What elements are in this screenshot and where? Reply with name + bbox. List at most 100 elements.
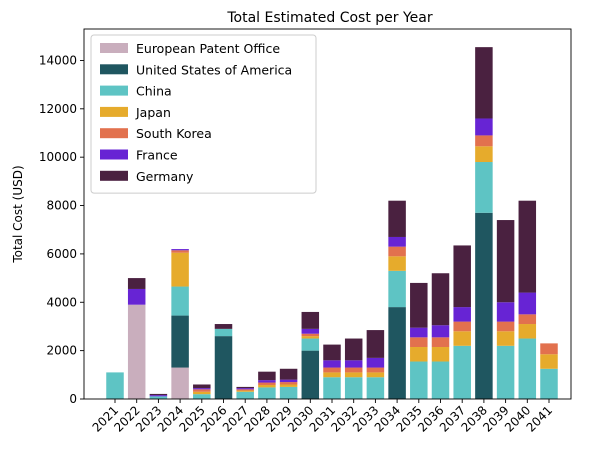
bar-2033-series-3 bbox=[366, 372, 385, 378]
bar-2032-series-3 bbox=[344, 372, 363, 378]
bar-2029-series-3 bbox=[279, 384, 298, 387]
bar-2026-series-1 bbox=[214, 336, 233, 399]
legend-swatch bbox=[100, 106, 128, 117]
legend-label: European Patent Office bbox=[136, 41, 280, 56]
y-tick-label: 2000 bbox=[46, 344, 77, 358]
bar-2025-series-5 bbox=[193, 388, 211, 390]
bar-2033-series-2 bbox=[366, 377, 385, 399]
bar-2023-series-5 bbox=[149, 395, 168, 397]
bar-2024-series-3 bbox=[171, 252, 189, 287]
bar-2037-series-6 bbox=[453, 245, 471, 308]
bar-2031-series-5 bbox=[323, 360, 341, 368]
bar-2040-series-4 bbox=[518, 314, 537, 325]
bar-2024-series-1 bbox=[171, 315, 189, 368]
bar-2025-series-4 bbox=[193, 389, 211, 392]
bar-2034-series-3 bbox=[388, 256, 406, 271]
bar-2024-series-0 bbox=[171, 367, 189, 399]
bar-2028-series-3 bbox=[258, 384, 276, 388]
bar-2027-series-5 bbox=[236, 388, 254, 390]
bar-2035-series-3 bbox=[410, 347, 428, 362]
bar-2035-series-4 bbox=[410, 337, 428, 347]
legend-swatch bbox=[100, 64, 128, 75]
bar-2027-series-6 bbox=[236, 386, 254, 389]
bar-2038-series-1 bbox=[475, 212, 493, 399]
bar-2027-series-2 bbox=[236, 391, 254, 399]
bar-2036-series-5 bbox=[431, 325, 450, 338]
bar-2025-series-6 bbox=[193, 384, 211, 389]
bar-2028-series-4 bbox=[258, 382, 276, 385]
bar-2027-series-3 bbox=[236, 390, 254, 392]
bar-2030-series-3 bbox=[301, 336, 320, 339]
bar-2026-series-2 bbox=[214, 328, 233, 337]
bar-2021-series-2 bbox=[106, 372, 124, 399]
bar-2029-series-6 bbox=[279, 368, 298, 380]
bar-2032-series-6 bbox=[344, 338, 363, 361]
bar-2024-series-5 bbox=[171, 249, 189, 251]
bar-2028-series-2 bbox=[258, 387, 276, 399]
bar-2034-series-4 bbox=[388, 246, 406, 257]
bar-2041-series-3 bbox=[540, 354, 558, 369]
legend-label: Japan bbox=[135, 105, 171, 120]
bar-2034-series-2 bbox=[388, 270, 406, 308]
bar-2041-series-2 bbox=[540, 368, 558, 399]
y-tick-label: 8000 bbox=[46, 199, 77, 213]
bar-2032-series-5 bbox=[344, 360, 363, 368]
bar-2035-series-2 bbox=[410, 361, 428, 399]
bar-2038-series-4 bbox=[475, 135, 493, 147]
bar-2039-series-5 bbox=[496, 302, 515, 322]
bar-2025-series-3 bbox=[193, 391, 211, 395]
bar-2039-series-3 bbox=[496, 331, 515, 346]
y-tick-label: 14000 bbox=[39, 53, 77, 67]
legend-label: Germany bbox=[136, 169, 194, 184]
legend-swatch bbox=[100, 85, 128, 96]
bar-2038-series-6 bbox=[475, 47, 493, 119]
bar-2033-series-4 bbox=[366, 367, 385, 373]
bar-2041-series-4 bbox=[540, 343, 558, 355]
bar-2024-series-4 bbox=[171, 250, 189, 253]
bar-2034-series-1 bbox=[388, 307, 406, 399]
legend-swatch bbox=[100, 170, 128, 181]
bar-2040-series-2 bbox=[518, 338, 537, 399]
y-axis: 0 2000 4000 6000 8000 10000 12000 14000 bbox=[39, 53, 84, 406]
bar-2026-series-6 bbox=[214, 324, 233, 329]
bar-2022-series-0 bbox=[127, 304, 146, 399]
bar-2040-series-3 bbox=[518, 324, 537, 339]
legend-box bbox=[90, 34, 317, 194]
x-tick-label: 2041 bbox=[524, 403, 555, 434]
legend-label: South Korea bbox=[136, 126, 212, 141]
bar-2023-series-6 bbox=[149, 393, 168, 396]
bar-2039-series-4 bbox=[496, 321, 515, 332]
bar-2035-series-5 bbox=[410, 327, 428, 338]
legend-swatch bbox=[100, 43, 128, 53]
bar-2030-series-1 bbox=[301, 350, 320, 399]
chart-title: Total Estimated Cost per Year bbox=[226, 10, 432, 26]
legend-swatch bbox=[100, 149, 128, 160]
bar-2033-series-6 bbox=[366, 330, 385, 358]
bar-2029-series-5 bbox=[279, 379, 298, 383]
bar-2036-series-2 bbox=[431, 361, 450, 399]
bar-2038-series-5 bbox=[475, 118, 493, 136]
y-tick-label: 4000 bbox=[46, 295, 77, 309]
bar-2030-series-6 bbox=[301, 311, 320, 329]
y-axis-label: Total Cost (USD) bbox=[11, 165, 25, 263]
bar-2038-series-2 bbox=[475, 162, 493, 213]
legend: European Patent Office United States of A… bbox=[90, 34, 317, 194]
bars bbox=[106, 47, 558, 399]
y-tick-label: 12000 bbox=[39, 102, 77, 116]
bar-2035-series-6 bbox=[410, 282, 428, 328]
bar-2022-series-6 bbox=[127, 278, 146, 289]
bar-2040-series-6 bbox=[518, 200, 537, 293]
bar-2031-series-2 bbox=[323, 377, 341, 399]
bar-2034-series-6 bbox=[388, 200, 406, 237]
bar-2037-series-5 bbox=[453, 307, 471, 322]
bar-2029-series-2 bbox=[279, 386, 298, 399]
bar-2033-series-5 bbox=[366, 357, 385, 368]
bar-2032-series-2 bbox=[344, 377, 363, 399]
bar-2036-series-3 bbox=[431, 347, 450, 362]
bar-2037-series-3 bbox=[453, 331, 471, 346]
bar-2031-series-4 bbox=[323, 367, 341, 373]
y-tick-label: 6000 bbox=[46, 247, 77, 261]
bar-2028-series-6 bbox=[258, 371, 276, 381]
bar-2038-series-3 bbox=[475, 146, 493, 163]
